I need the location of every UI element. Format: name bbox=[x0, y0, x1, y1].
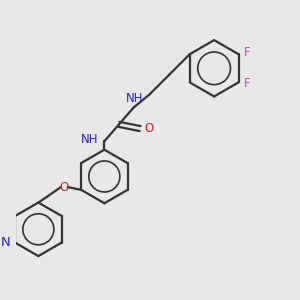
Text: F: F bbox=[244, 77, 250, 90]
Text: N: N bbox=[1, 236, 11, 249]
Text: O: O bbox=[60, 181, 69, 194]
Text: O: O bbox=[144, 122, 154, 135]
Text: F: F bbox=[244, 46, 250, 59]
Text: NH: NH bbox=[81, 133, 98, 146]
Text: NH: NH bbox=[126, 92, 144, 105]
